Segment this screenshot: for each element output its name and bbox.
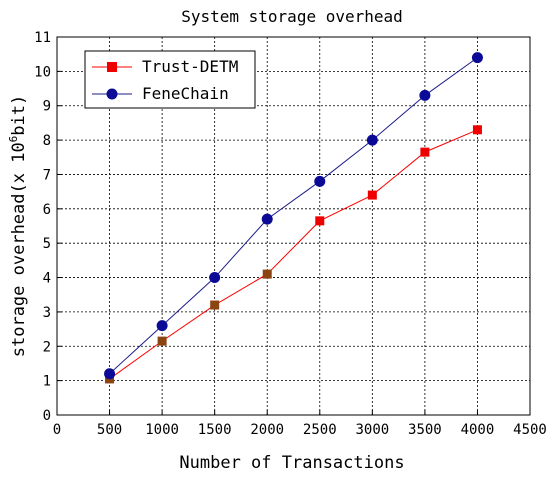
y-axis-label-exponent: 6 [7, 136, 20, 143]
y-axis-label: storage overhead(x 106bit) [7, 95, 29, 358]
y-tick-label: 0 [43, 408, 51, 424]
y-tick-label: 7 [43, 167, 51, 183]
data-point-fenechain [209, 272, 221, 284]
x-tick-label: 1000 [145, 422, 179, 438]
legend-label-fenechain: FeneChain [142, 84, 229, 103]
x-tick-label: 2500 [303, 422, 337, 438]
data-point-fenechain [314, 175, 326, 187]
x-tick-label: 2000 [250, 422, 284, 438]
data-point-trust-detm [367, 190, 377, 200]
y-tick-label: 5 [43, 236, 51, 252]
series-line-fenechain [109, 57, 478, 375]
data-point-fenechain [471, 52, 483, 64]
data-point-fenechain [156, 320, 168, 332]
data-point-trust-detm [262, 269, 272, 279]
x-tick-label: 0 [53, 422, 61, 438]
x-tick-label: 4000 [461, 422, 495, 438]
data-point-trust-detm [157, 336, 167, 346]
y-tick-label: 8 [43, 133, 51, 149]
y-tick-label: 6 [43, 202, 51, 218]
data-point-fenechain [419, 89, 431, 101]
y-tick-label: 3 [43, 305, 51, 321]
data-point-fenechain [261, 213, 273, 225]
x-tick-label: 500 [97, 422, 122, 438]
x-axis-label: Number of Transactions [179, 453, 404, 473]
legend-marker-trust-detm [107, 62, 117, 72]
data-point-trust-detm [210, 300, 220, 310]
x-tick-label: 3000 [355, 422, 389, 438]
y-tick-label: 4 [43, 271, 51, 287]
grid [57, 37, 530, 415]
data-point-fenechain [366, 134, 378, 146]
y-tick-label: 11 [34, 30, 51, 46]
series-line-trust-detm [109, 129, 478, 380]
y-tick-label: 1 [43, 374, 51, 390]
y-tick-label: 2 [43, 339, 51, 355]
legend: Trust-DETM FeneChain [84, 50, 256, 109]
series-layer [104, 52, 483, 384]
data-point-trust-detm [420, 147, 430, 157]
chart-title: System storage overhead [181, 7, 403, 26]
data-point-trust-detm [315, 216, 325, 226]
data-point-trust-detm [472, 125, 482, 135]
x-tick-label: 3500 [408, 422, 442, 438]
y-axis-label-main: storage overhead(x 10 [9, 142, 29, 357]
legend-marker-fenechain [106, 88, 118, 100]
x-tick-label: 4500 [513, 422, 547, 438]
y-axis-label-unit: bit) [9, 95, 29, 136]
y-tick-label: 10 [34, 64, 51, 80]
legend-label-trust-detm: Trust-DETM [142, 57, 238, 76]
y-tick-label: 9 [43, 99, 51, 115]
axis-ticks: 0 500 1000 1500 2000 2500 3000 3500 4000 4500 0 1 2 3… [34, 30, 547, 438]
plot-frame [56, 36, 531, 416]
x-tick-label: 1500 [198, 422, 232, 438]
data-point-fenechain [104, 368, 116, 380]
